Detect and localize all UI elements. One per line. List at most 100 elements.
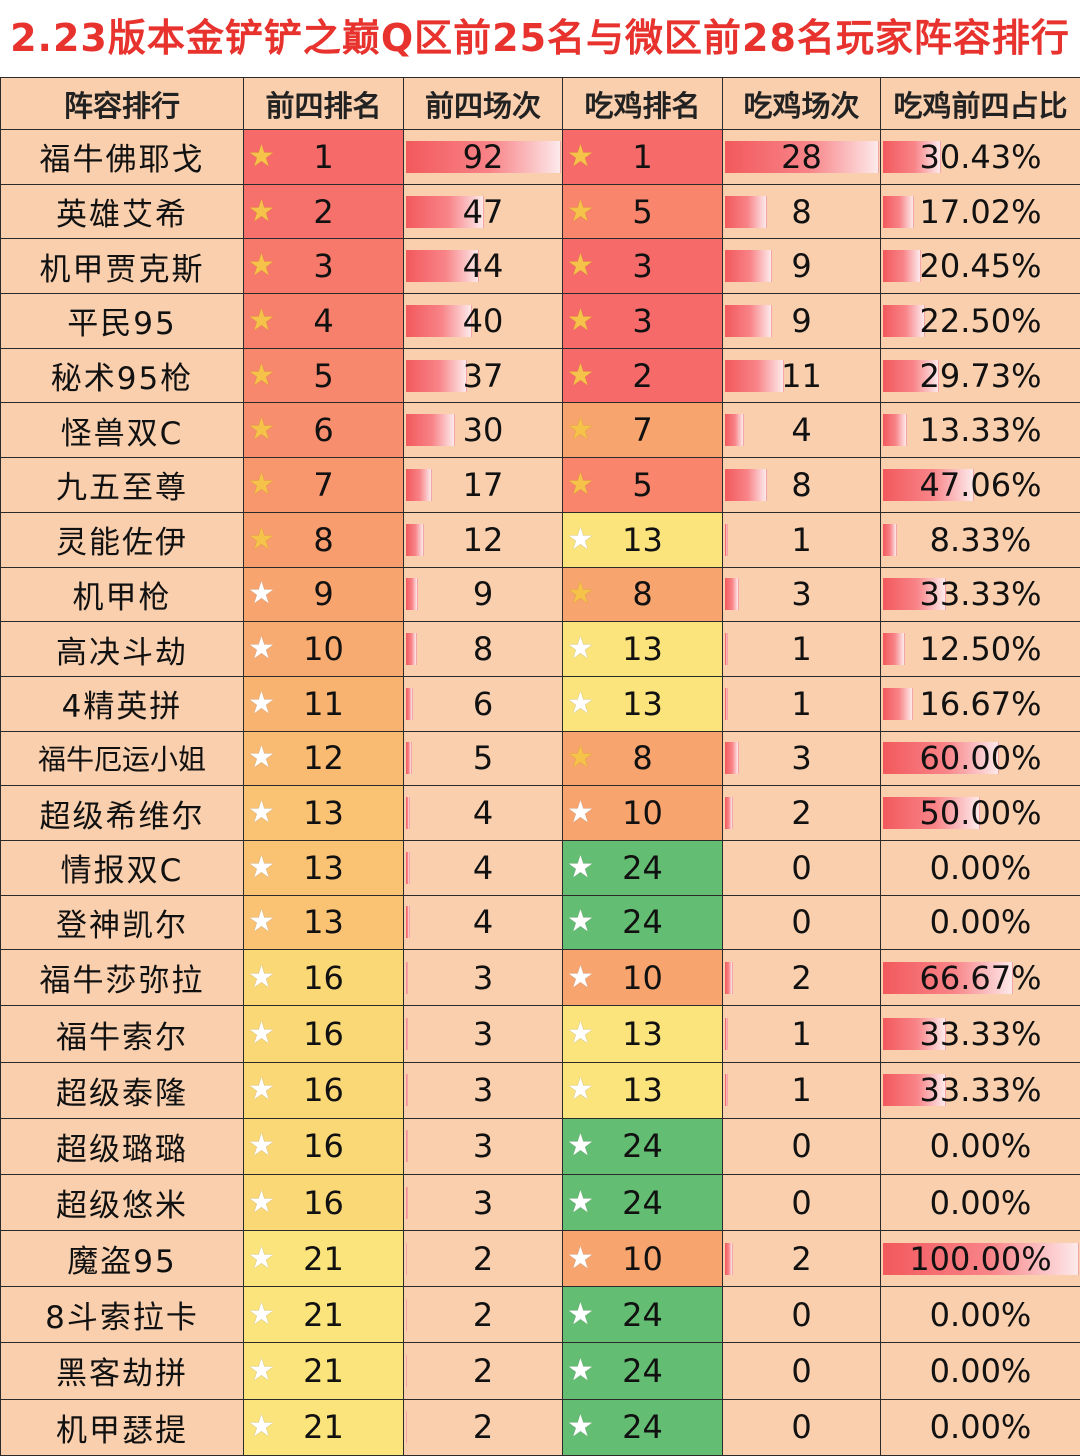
top4-count-cell: 30 xyxy=(404,403,563,458)
win-rank-value: 10 xyxy=(563,794,722,832)
win-count-value: 1 xyxy=(791,630,811,668)
win-count-value: 1 xyxy=(791,1015,811,1053)
win-count-cell: 0 xyxy=(723,895,881,950)
top4-rank-value: 2 xyxy=(244,193,403,231)
win-count-cell: 1 xyxy=(723,512,881,567)
win-count-cell: 2 xyxy=(723,950,881,1006)
win-rank-cell: ★24 xyxy=(563,1118,723,1174)
win-rank-value: 8 xyxy=(563,575,722,613)
top4-rank-value: 16 xyxy=(244,1071,403,1109)
win-rank-cell: ★5 xyxy=(563,458,723,513)
top4-count-cell: 44 xyxy=(404,239,563,294)
top4-rank-value: 21 xyxy=(244,1240,403,1278)
top4-count-cell: 2 xyxy=(404,1343,563,1399)
win-count-cell: 0 xyxy=(723,1118,881,1174)
win-count-cell: 3 xyxy=(723,567,881,622)
lineup-name: 福牛佛耶戈 xyxy=(1,130,244,185)
top4-count-value: 4 xyxy=(473,849,493,887)
top4-count-value: 44 xyxy=(463,247,504,285)
win-rank-value: 24 xyxy=(563,849,722,887)
top4-count-cell: 3 xyxy=(404,1006,563,1062)
header-win-count: 吃鸡场次 xyxy=(723,78,881,130)
top4-count-value: 37 xyxy=(463,357,504,395)
top4-rank-cell: ★7 xyxy=(244,458,404,513)
win-ratio-cell: 22.50% xyxy=(881,294,1080,349)
win-rank-cell: ★1 xyxy=(563,130,723,185)
win-count-value: 0 xyxy=(791,849,811,887)
win-count-cell: 0 xyxy=(723,1399,881,1455)
win-ratio-value: 0.00% xyxy=(930,1408,1032,1446)
win-ratio-value: 50.00% xyxy=(919,794,1041,832)
lineup-name: 8斗索拉卡 xyxy=(1,1287,244,1343)
lineup-name: 福牛索尔 xyxy=(1,1006,244,1062)
win-ratio-value: 17.02% xyxy=(919,193,1041,231)
win-count-value: 0 xyxy=(791,903,811,941)
win-count-value: 8 xyxy=(791,193,811,231)
win-ratio-cell: 33.33% xyxy=(881,567,1080,622)
win-rank-value: 3 xyxy=(563,302,722,340)
win-rank-cell: ★5 xyxy=(563,184,723,239)
win-rank-value: 24 xyxy=(563,1408,722,1446)
top4-rank-cell: ★16 xyxy=(244,1006,404,1062)
top4-rank-cell: ★21 xyxy=(244,1399,404,1455)
win-rank-value: 2 xyxy=(563,357,722,395)
top4-count-value: 17 xyxy=(463,466,504,504)
win-count-bar xyxy=(725,962,733,994)
win-count-bar xyxy=(725,633,728,665)
win-rank-value: 8 xyxy=(563,739,722,777)
win-ratio-value: 33.33% xyxy=(919,1015,1041,1053)
win-rank-value: 24 xyxy=(563,903,722,941)
top4-rank-cell: ★12 xyxy=(244,731,404,786)
top4-count-value: 92 xyxy=(463,138,504,176)
win-count-cell: 8 xyxy=(723,184,881,239)
win-ratio-bar xyxy=(883,250,921,282)
top4-count-value: 3 xyxy=(473,1015,493,1053)
header-lineup: 阵容排行 xyxy=(1,78,244,130)
lineup-name: 灵能佐伊 xyxy=(1,512,244,567)
top4-rank-cell: ★21 xyxy=(244,1231,404,1287)
win-rank-cell: ★13 xyxy=(563,1006,723,1062)
win-ratio-cell: 30.43% xyxy=(881,130,1080,185)
top4-count-bar xyxy=(406,962,408,994)
win-rank-value: 13 xyxy=(563,630,722,668)
win-rank-value: 24 xyxy=(563,1352,722,1390)
top4-rank-value: 3 xyxy=(244,247,403,285)
win-count-bar xyxy=(725,688,728,720)
top4-count-bar xyxy=(406,1130,408,1162)
win-rank-value: 13 xyxy=(563,1071,722,1109)
win-ratio-bar xyxy=(883,688,913,720)
top4-count-cell: 4 xyxy=(404,895,563,950)
top4-count-cell: 6 xyxy=(404,676,563,731)
top4-count-bar xyxy=(406,906,410,938)
win-ratio-value: 12.50% xyxy=(919,630,1041,668)
top4-rank-value: 9 xyxy=(244,575,403,613)
win-ratio-value: 100.00% xyxy=(909,1240,1051,1278)
top4-rank-value: 8 xyxy=(244,521,403,559)
win-ratio-value: 0.00% xyxy=(930,1352,1032,1390)
lineup-name: 超级悠米 xyxy=(1,1174,244,1230)
win-ratio-cell: 0.00% xyxy=(881,1287,1080,1343)
top4-count-bar xyxy=(406,1411,407,1443)
top4-count-value: 47 xyxy=(463,193,504,231)
top4-count-bar xyxy=(406,852,410,884)
top4-count-value: 30 xyxy=(463,411,504,449)
lineup-name: 登神凯尔 xyxy=(1,895,244,950)
win-ratio-value: 22.50% xyxy=(919,302,1041,340)
lineup-name: 机甲贾克斯 xyxy=(1,239,244,294)
top4-count-bar xyxy=(406,688,413,720)
win-ratio-value: 47.06% xyxy=(919,466,1041,504)
win-ratio-cell: 50.00% xyxy=(881,786,1080,841)
win-rank-value: 5 xyxy=(563,193,722,231)
win-count-value: 9 xyxy=(791,247,811,285)
top4-count-cell: 12 xyxy=(404,512,563,567)
win-count-cell: 2 xyxy=(723,786,881,841)
win-count-cell: 0 xyxy=(723,1343,881,1399)
top4-count-cell: 3 xyxy=(404,1174,563,1230)
win-count-value: 8 xyxy=(791,466,811,504)
win-count-cell: 3 xyxy=(723,731,881,786)
